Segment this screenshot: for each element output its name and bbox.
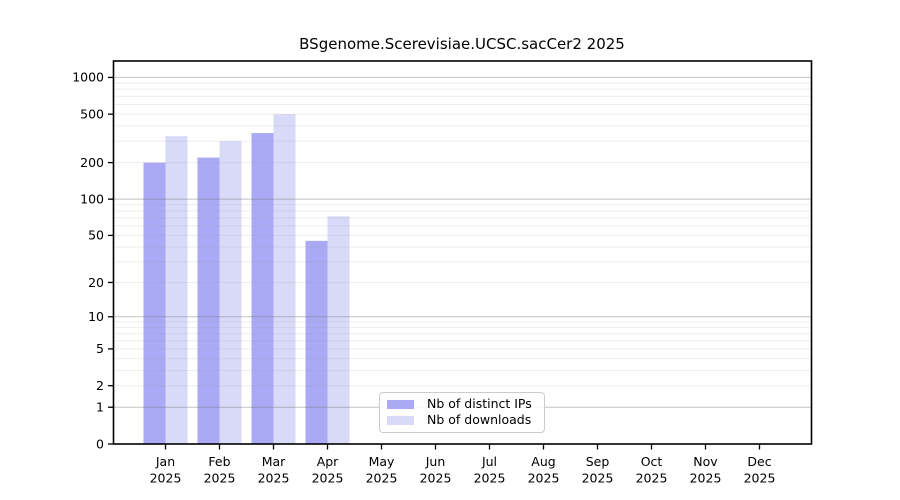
legend-item-distinct-ips: Nb of distinct IPs bbox=[387, 398, 537, 411]
x-tick-label-month: Dec bbox=[747, 454, 771, 469]
x-tick-label-year: 2025 bbox=[744, 471, 776, 486]
x-tick-label-year: 2025 bbox=[204, 471, 236, 486]
x-tick-label-month: May bbox=[369, 454, 395, 469]
bar-downloads-apr bbox=[327, 216, 350, 444]
x-tick-label-year: 2025 bbox=[474, 471, 506, 486]
y-tick-label: 1 bbox=[96, 400, 104, 415]
x-tick-label-year: 2025 bbox=[366, 471, 398, 486]
y-tick-label: 1000 bbox=[72, 70, 104, 85]
y-tick-label: 500 bbox=[80, 106, 104, 121]
y-tick-label: 5 bbox=[96, 341, 104, 356]
x-tick-label-year: 2025 bbox=[582, 471, 614, 486]
x-tick-label-year: 2025 bbox=[420, 471, 452, 486]
x-tick-label-month: Jul bbox=[481, 454, 497, 469]
bar-distinct-ips-apr bbox=[305, 240, 328, 444]
legend-swatch-downloads bbox=[387, 415, 414, 425]
y-tick-label: 10 bbox=[88, 309, 104, 324]
x-tick-label-month: Oct bbox=[641, 454, 663, 469]
x-tick-label-month: Jun bbox=[425, 454, 446, 469]
x-tick-label-month: Aug bbox=[531, 454, 555, 469]
bar-distinct-ips-mar bbox=[251, 133, 274, 444]
legend-item-downloads: Nb of downloads bbox=[387, 414, 537, 427]
x-tick-label-month: Sep bbox=[586, 454, 610, 469]
y-tick-label: 0 bbox=[96, 436, 104, 451]
plot-border bbox=[112, 60, 813, 445]
x-tick-label-year: 2025 bbox=[258, 471, 290, 486]
bar-downloads-mar bbox=[273, 114, 296, 444]
x-tick-label-month: Mar bbox=[262, 454, 286, 469]
legend-swatch-distinct-ips bbox=[387, 400, 414, 410]
y-tick-label: 100 bbox=[80, 191, 104, 206]
y-tick-label: 50 bbox=[88, 228, 104, 243]
x-tick-label-year: 2025 bbox=[528, 471, 560, 486]
x-tick-label-year: 2025 bbox=[690, 471, 722, 486]
x-tick-label-month: Feb bbox=[208, 454, 230, 469]
bar-downloads-jan bbox=[165, 136, 188, 444]
x-tick-label-month: Nov bbox=[693, 454, 718, 469]
x-tick-label-year: 2025 bbox=[636, 471, 668, 486]
y-tick-label: 2 bbox=[96, 378, 104, 393]
y-tick-label: 20 bbox=[88, 275, 104, 290]
legend: Nb of distinct IPs Nb of downloads bbox=[379, 392, 545, 433]
x-tick-label-month: Jan bbox=[155, 454, 175, 469]
legend-label-downloads: Nb of downloads bbox=[427, 412, 532, 428]
y-tick-label: 200 bbox=[80, 155, 104, 170]
chart-title: BSgenome.Scerevisiae.UCSC.sacCer2 2025 bbox=[299, 35, 625, 53]
x-tick-label-year: 2025 bbox=[150, 471, 182, 486]
x-tick-label-year: 2025 bbox=[312, 471, 344, 486]
bar-distinct-ips-jan bbox=[143, 162, 166, 444]
bar-distinct-ips-feb bbox=[197, 157, 220, 444]
x-tick-label-month: Apr bbox=[317, 454, 339, 469]
bar-downloads-feb bbox=[219, 141, 242, 444]
legend-label-distinct-ips: Nb of distinct IPs bbox=[427, 396, 532, 412]
